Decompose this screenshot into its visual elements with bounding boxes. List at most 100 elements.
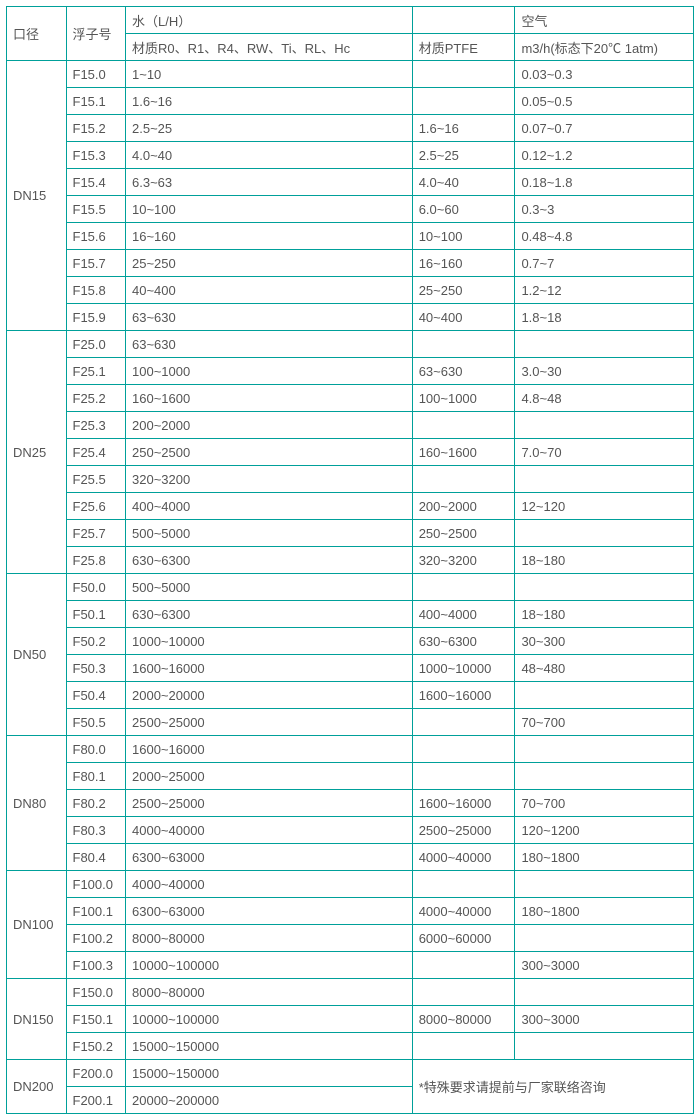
- water-cell: 500~5000: [126, 574, 413, 601]
- ptfe-cell: 4000~40000: [412, 844, 515, 871]
- header-air-unit: m3/h(标态下20℃ 1atm): [515, 34, 694, 61]
- water-cell: 8000~80000: [126, 925, 413, 952]
- water-cell: 1600~16000: [126, 736, 413, 763]
- table-row: F100.28000~800006000~60000: [7, 925, 694, 952]
- float-cell: F80.1: [66, 763, 126, 790]
- ptfe-cell: 630~6300: [412, 628, 515, 655]
- table-row: F50.52500~2500070~700: [7, 709, 694, 736]
- float-cell: F25.3: [66, 412, 126, 439]
- ptfe-cell: [412, 331, 515, 358]
- table-row: F50.21000~10000630~630030~300: [7, 628, 694, 655]
- float-cell: F15.2: [66, 115, 126, 142]
- ptfe-cell: [412, 61, 515, 88]
- ptfe-cell: 8000~80000: [412, 1006, 515, 1033]
- table-row: F25.3200~2000: [7, 412, 694, 439]
- spec-table: 口径浮子号水（L/H）空气材质R0、R1、R4、RW、Ti、RL、Hc材质PTF…: [6, 6, 694, 1114]
- air-cell: 0.3~3: [515, 196, 694, 223]
- float-cell: F150.1: [66, 1006, 126, 1033]
- table-row: DN80F80.01600~16000: [7, 736, 694, 763]
- water-cell: 200~2000: [126, 412, 413, 439]
- water-cell: 6300~63000: [126, 844, 413, 871]
- water-cell: 63~630: [126, 331, 413, 358]
- ptfe-cell: 10~100: [412, 223, 515, 250]
- air-cell: 0.48~4.8: [515, 223, 694, 250]
- table-row: F100.310000~100000300~3000: [7, 952, 694, 979]
- ptfe-cell: 40~400: [412, 304, 515, 331]
- float-cell: F25.1: [66, 358, 126, 385]
- header-caliber: 口径: [7, 7, 67, 61]
- ptfe-cell: 1600~16000: [412, 682, 515, 709]
- ptfe-cell: 100~1000: [412, 385, 515, 412]
- air-cell: [515, 520, 694, 547]
- ptfe-cell: 6000~60000: [412, 925, 515, 952]
- float-cell: F25.5: [66, 466, 126, 493]
- table-row: F150.110000~1000008000~80000300~3000: [7, 1006, 694, 1033]
- air-cell: [515, 871, 694, 898]
- water-cell: 400~4000: [126, 493, 413, 520]
- water-cell: 250~2500: [126, 439, 413, 466]
- air-cell: [515, 1033, 694, 1060]
- water-cell: 4000~40000: [126, 817, 413, 844]
- water-cell: 2500~25000: [126, 709, 413, 736]
- table-row: F15.963~63040~4001.8~18: [7, 304, 694, 331]
- float-cell: F50.4: [66, 682, 126, 709]
- caliber-cell: DN15: [7, 61, 67, 331]
- caliber-cell: DN150: [7, 979, 67, 1060]
- float-cell: F100.1: [66, 898, 126, 925]
- water-cell: 10000~100000: [126, 952, 413, 979]
- table-row: F15.616~16010~1000.48~4.8: [7, 223, 694, 250]
- table-row: F150.215000~150000: [7, 1033, 694, 1060]
- water-cell: 6300~63000: [126, 898, 413, 925]
- ptfe-cell: [412, 88, 515, 115]
- water-cell: 40~400: [126, 277, 413, 304]
- float-cell: F200.0: [66, 1060, 126, 1087]
- ptfe-cell: 6.0~60: [412, 196, 515, 223]
- water-cell: 1~10: [126, 61, 413, 88]
- table-row: F80.22500~250001600~1600070~700: [7, 790, 694, 817]
- air-cell: [515, 682, 694, 709]
- air-cell: [515, 736, 694, 763]
- float-cell: F25.4: [66, 439, 126, 466]
- air-cell: [515, 412, 694, 439]
- table-row: F25.7500~5000250~2500: [7, 520, 694, 547]
- air-cell: [515, 979, 694, 1006]
- ptfe-cell: 320~3200: [412, 547, 515, 574]
- ptfe-cell: [412, 952, 515, 979]
- ptfe-cell: 4.0~40: [412, 169, 515, 196]
- water-cell: 630~6300: [126, 601, 413, 628]
- air-cell: 1.8~18: [515, 304, 694, 331]
- air-cell: 30~300: [515, 628, 694, 655]
- float-cell: F15.1: [66, 88, 126, 115]
- water-cell: 15000~150000: [126, 1033, 413, 1060]
- water-cell: 1600~16000: [126, 655, 413, 682]
- air-cell: 180~1800: [515, 844, 694, 871]
- header-float: 浮子号: [66, 7, 126, 61]
- float-cell: F25.2: [66, 385, 126, 412]
- table-row: F25.1100~100063~6303.0~30: [7, 358, 694, 385]
- air-cell: 70~700: [515, 790, 694, 817]
- table-row: F25.8630~6300320~320018~180: [7, 547, 694, 574]
- float-cell: F15.0: [66, 61, 126, 88]
- air-cell: 120~1200: [515, 817, 694, 844]
- float-cell: F50.1: [66, 601, 126, 628]
- air-cell: 300~3000: [515, 1006, 694, 1033]
- water-cell: 20000~200000: [126, 1087, 413, 1114]
- water-cell: 1.6~16: [126, 88, 413, 115]
- air-cell: 0.07~0.7: [515, 115, 694, 142]
- water-cell: 100~1000: [126, 358, 413, 385]
- table-row: F15.11.6~16 0.05~0.5: [7, 88, 694, 115]
- table-row: F50.31600~160001000~1000048~480: [7, 655, 694, 682]
- air-cell: 0.18~1.8: [515, 169, 694, 196]
- air-cell: [515, 574, 694, 601]
- note-cell: *特殊要求请提前与厂家联络咨询: [412, 1060, 693, 1114]
- air-cell: 0.05~0.5: [515, 88, 694, 115]
- water-cell: 10~100: [126, 196, 413, 223]
- air-cell: 1.2~12: [515, 277, 694, 304]
- air-cell: 7.0~70: [515, 439, 694, 466]
- ptfe-cell: 1000~10000: [412, 655, 515, 682]
- table-row: F15.840~40025~2501.2~12: [7, 277, 694, 304]
- header-water: 水（L/H）: [126, 7, 413, 34]
- header-ptfe: 材质PTFE: [412, 34, 515, 61]
- air-cell: [515, 466, 694, 493]
- air-cell: 18~180: [515, 601, 694, 628]
